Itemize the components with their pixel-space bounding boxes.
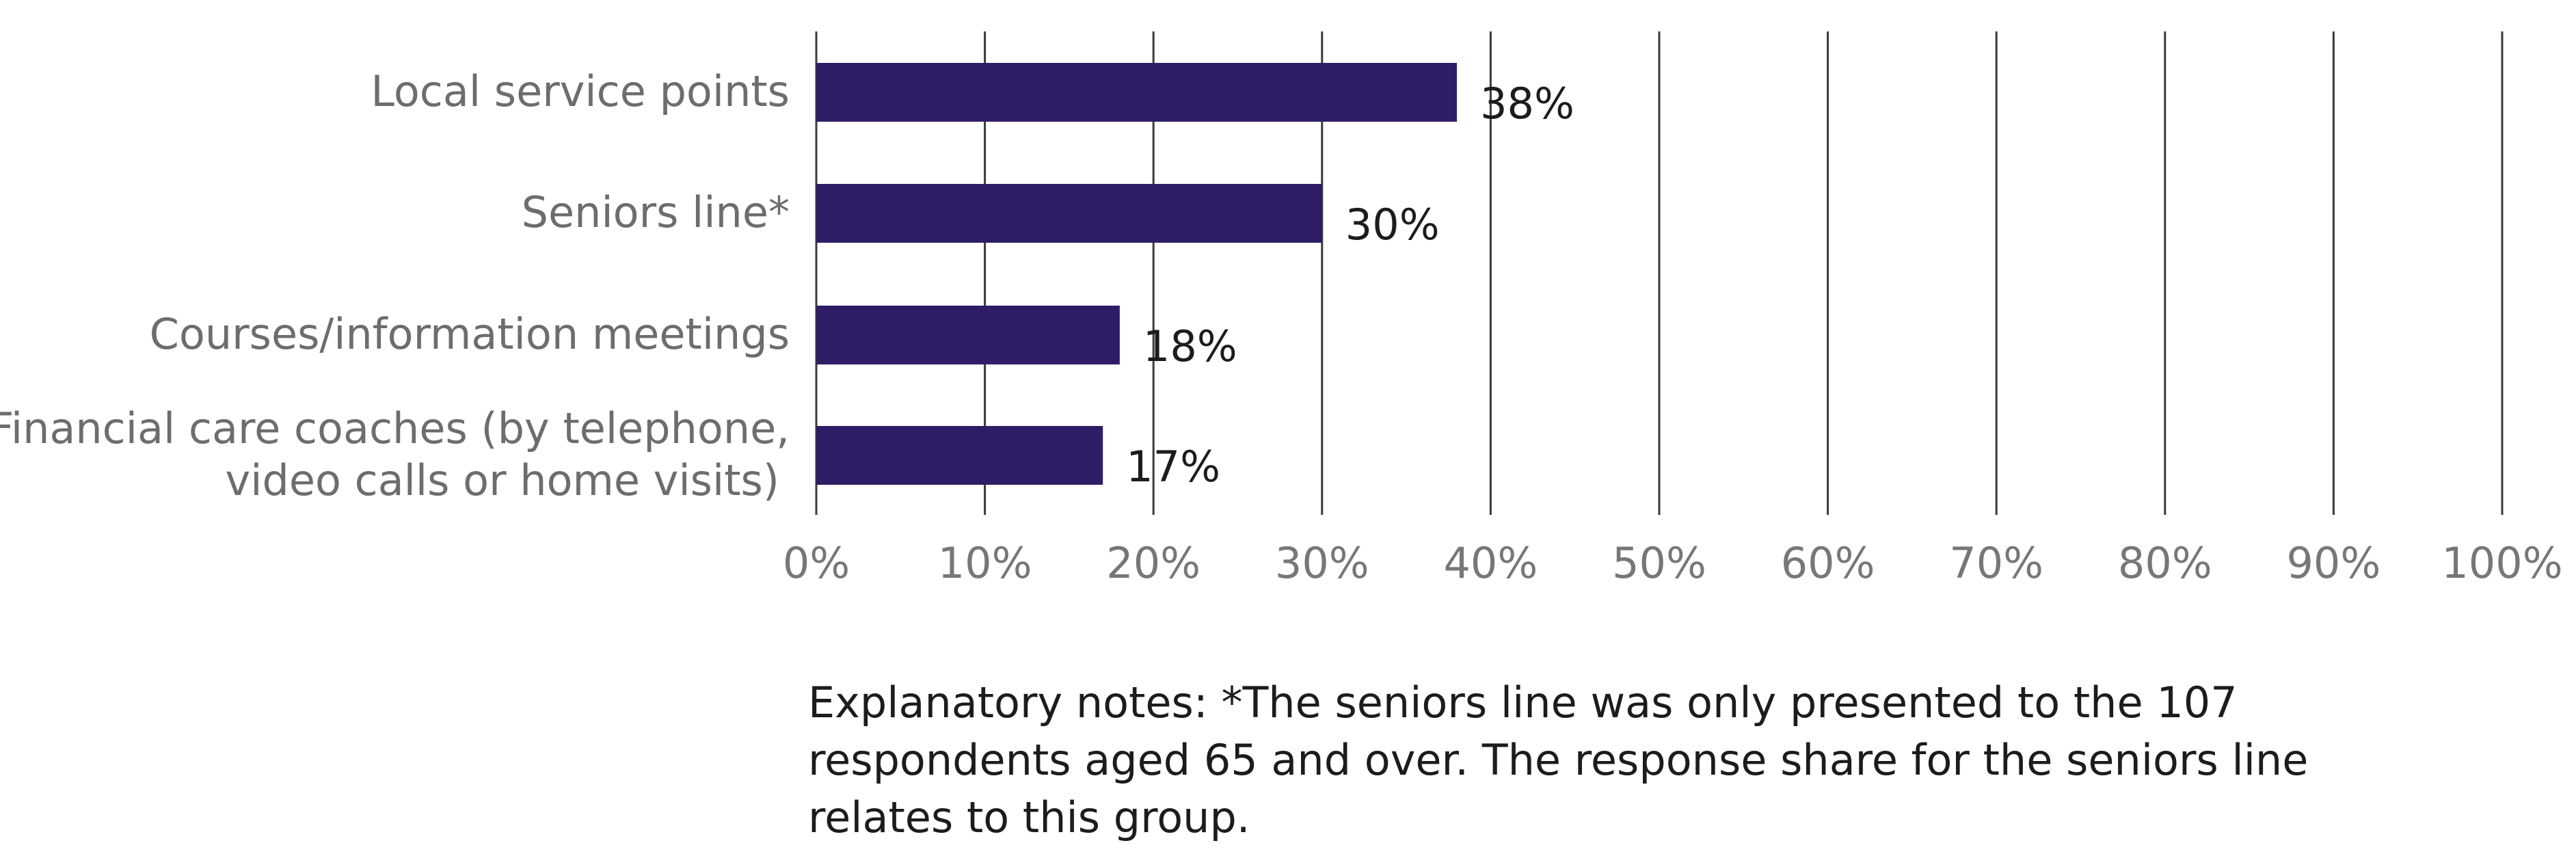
x-tick-label-40: 40% xyxy=(1443,538,1538,588)
value-label-0: 38% xyxy=(1480,79,1574,129)
chart-canvas: Local service points Seniors line* Courses… xyxy=(0,31,2563,588)
x-tick-label-10: 10% xyxy=(938,538,1032,588)
x-tick-label-20: 20% xyxy=(1106,538,1200,588)
bar-2 xyxy=(816,306,1120,364)
value-label-2: 18% xyxy=(1143,321,1237,371)
x-tick-label-0: 0% xyxy=(783,538,850,588)
x-tick-label-70: 70% xyxy=(1949,538,2043,588)
category-label-1: Seniors line* xyxy=(522,187,790,237)
bar-chart: Local service points Seniors line* Courses… xyxy=(0,31,2563,588)
value-label-1: 30% xyxy=(1345,200,1440,250)
category-label-0: Local service points xyxy=(371,66,790,116)
x-tick-label-50: 50% xyxy=(1612,538,1706,588)
x-tick-label-100: 100% xyxy=(2441,538,2562,588)
value-label-3: 17% xyxy=(1126,442,1220,492)
category-label-2: Courses/information meetings xyxy=(150,309,790,359)
bar-3 xyxy=(816,426,1103,485)
x-tick-label-60: 60% xyxy=(1781,538,1875,588)
bar-0 xyxy=(816,63,1458,122)
x-tick-label-80: 80% xyxy=(2118,538,2212,588)
explanatory-notes: Explanatory notes: *The seniors line was… xyxy=(808,678,2309,842)
bar-1 xyxy=(816,184,1322,243)
x-tick-label-30: 30% xyxy=(1275,538,1369,588)
x-tick-label-90: 90% xyxy=(2286,538,2380,588)
category-label-3: Financial care coaches (by telephone, vid… xyxy=(0,403,790,505)
